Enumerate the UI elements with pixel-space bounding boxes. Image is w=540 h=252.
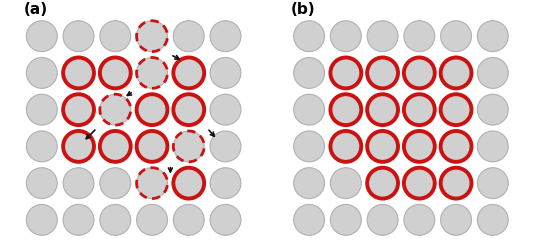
Circle shape	[367, 168, 398, 199]
Circle shape	[210, 205, 241, 235]
Circle shape	[330, 95, 361, 125]
Circle shape	[100, 205, 131, 235]
Circle shape	[210, 132, 241, 162]
Circle shape	[100, 58, 131, 89]
Circle shape	[404, 205, 435, 235]
Text: (a): (a)	[23, 2, 48, 17]
Circle shape	[404, 22, 435, 52]
Circle shape	[330, 168, 361, 199]
Circle shape	[404, 168, 435, 199]
Circle shape	[26, 22, 57, 52]
Circle shape	[210, 22, 241, 52]
Circle shape	[330, 132, 361, 162]
Circle shape	[63, 22, 94, 52]
Circle shape	[294, 132, 325, 162]
Circle shape	[294, 22, 325, 52]
Circle shape	[137, 22, 167, 52]
Circle shape	[477, 58, 508, 89]
Circle shape	[330, 205, 361, 235]
Circle shape	[173, 132, 204, 162]
Circle shape	[441, 22, 471, 52]
Circle shape	[137, 168, 167, 199]
Circle shape	[367, 205, 398, 235]
Circle shape	[173, 95, 204, 125]
Circle shape	[137, 132, 167, 162]
Circle shape	[441, 168, 471, 199]
Circle shape	[404, 132, 435, 162]
Circle shape	[330, 58, 361, 89]
Circle shape	[477, 205, 508, 235]
Circle shape	[100, 22, 131, 52]
Circle shape	[441, 95, 471, 125]
Circle shape	[173, 58, 204, 89]
Circle shape	[367, 132, 398, 162]
Circle shape	[63, 205, 94, 235]
Circle shape	[441, 132, 471, 162]
Circle shape	[63, 132, 94, 162]
Circle shape	[330, 22, 361, 52]
Circle shape	[26, 58, 57, 89]
Circle shape	[173, 22, 204, 52]
Circle shape	[477, 22, 508, 52]
Circle shape	[367, 58, 398, 89]
Circle shape	[26, 95, 57, 125]
Circle shape	[63, 58, 94, 89]
Circle shape	[210, 168, 241, 199]
Circle shape	[367, 22, 398, 52]
Circle shape	[367, 95, 398, 125]
Circle shape	[441, 205, 471, 235]
Circle shape	[294, 58, 325, 89]
Circle shape	[441, 58, 471, 89]
Circle shape	[63, 95, 94, 125]
Circle shape	[26, 132, 57, 162]
Circle shape	[100, 95, 131, 125]
Circle shape	[137, 95, 167, 125]
Circle shape	[294, 205, 325, 235]
Circle shape	[404, 58, 435, 89]
Circle shape	[137, 205, 167, 235]
Circle shape	[100, 168, 131, 199]
Circle shape	[63, 168, 94, 199]
Circle shape	[100, 132, 131, 162]
Text: (b): (b)	[291, 2, 315, 17]
Circle shape	[294, 168, 325, 199]
Circle shape	[294, 95, 325, 125]
Circle shape	[210, 58, 241, 89]
Circle shape	[404, 95, 435, 125]
Circle shape	[26, 205, 57, 235]
Circle shape	[173, 168, 204, 199]
Circle shape	[477, 168, 508, 199]
Circle shape	[137, 58, 167, 89]
Circle shape	[210, 95, 241, 125]
Circle shape	[477, 95, 508, 125]
Circle shape	[477, 132, 508, 162]
Circle shape	[173, 205, 204, 235]
Circle shape	[26, 168, 57, 199]
